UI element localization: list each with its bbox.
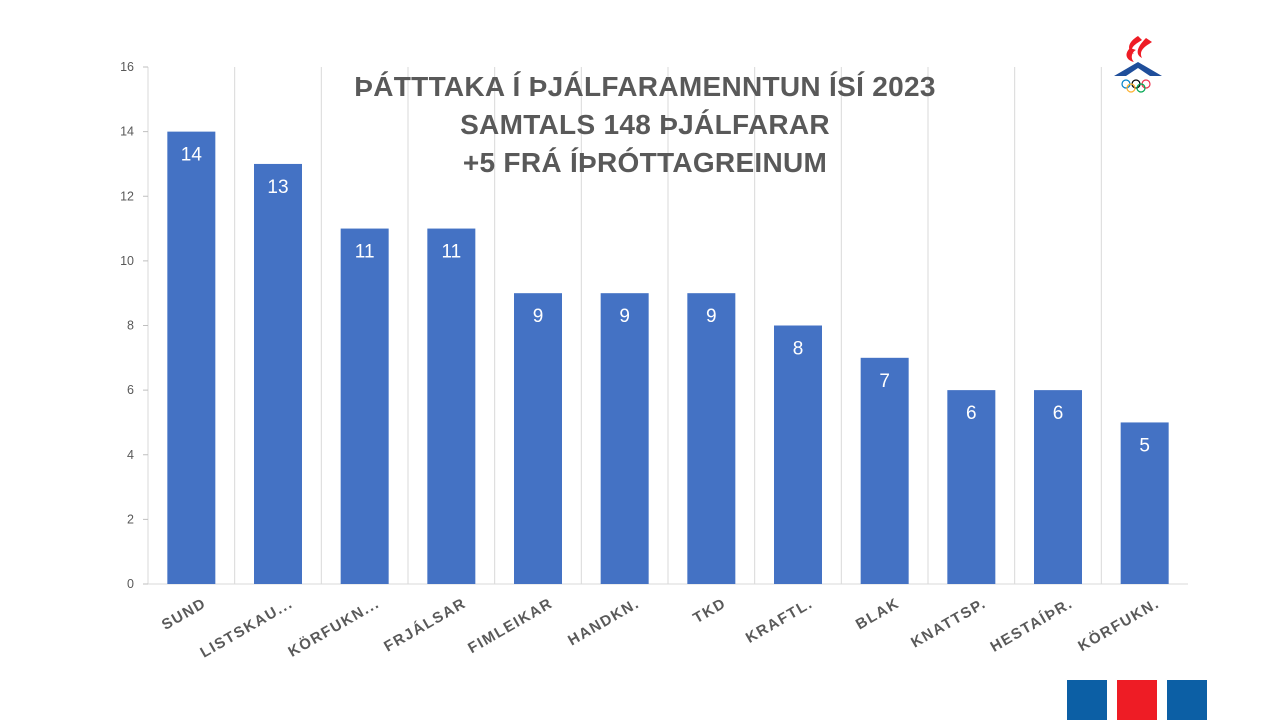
x-tick-label: SUND <box>159 595 210 634</box>
title-line-2: SAMTALS 148 ÞJÁLFARAR <box>460 109 830 140</box>
bar <box>947 390 996 584</box>
y-tick-label: 2 <box>127 512 134 526</box>
bar <box>340 228 389 584</box>
x-tick-label: KÖRFUKN... <box>285 595 382 661</box>
footer-decoration <box>1067 680 1207 720</box>
x-tick-label: KÖRFUKN. <box>1075 595 1162 655</box>
y-tick-label: 14 <box>120 125 134 139</box>
bar <box>167 131 216 584</box>
data-label: 9 <box>619 306 630 327</box>
bar <box>687 293 736 584</box>
y-tick-label: 12 <box>120 189 134 203</box>
y-tick-label: 4 <box>127 448 134 462</box>
data-label: 14 <box>181 145 203 166</box>
x-tick-label: HANDKN. <box>565 595 642 650</box>
data-label: 6 <box>1053 403 1064 424</box>
y-tick-label: 6 <box>127 383 134 397</box>
isi-olympic-logo-icon <box>1114 36 1162 93</box>
bar <box>860 357 909 584</box>
x-tick-label: FIMLEIKAR <box>465 595 556 657</box>
data-label: 11 <box>441 242 461 263</box>
footer-square-blue-left <box>1067 680 1107 720</box>
bar <box>774 325 822 584</box>
x-tick-label: KRAFTL. <box>743 595 816 647</box>
y-tick-label: 16 <box>120 60 134 74</box>
y-tick-label: 10 <box>120 254 134 268</box>
data-label: 5 <box>1139 435 1150 456</box>
y-tick-label: 8 <box>127 319 134 333</box>
bar <box>254 163 302 584</box>
data-label: 6 <box>966 403 977 424</box>
footer-square-blue-right <box>1167 680 1207 720</box>
data-label: 13 <box>267 177 288 198</box>
gridlines <box>234 67 1102 584</box>
bars: 14 13 11 11 9 9 9 8 7 6 6 5 <box>167 131 1169 584</box>
data-label: 9 <box>533 306 544 327</box>
bar <box>1120 422 1169 584</box>
x-tick-label: KNATTSP. <box>908 595 989 652</box>
bar <box>1034 390 1082 584</box>
bar <box>427 228 476 584</box>
bar <box>600 293 649 584</box>
x-tick-label: LISTSKAU... <box>197 595 296 662</box>
y-tick-label: 0 <box>127 577 134 591</box>
y-axis: 0 2 4 6 8 10 12 14 16 <box>120 60 1188 591</box>
data-label: 8 <box>793 339 804 360</box>
x-axis-labels: SUNDLISTSKAU...KÖRFUKN...FRJÁLSARFIMLEIK… <box>159 595 1163 662</box>
footer-square-red <box>1117 680 1157 720</box>
title-line-1: ÞÁTTTAKA Í ÞJÁLFARAMENNTUN ÍSÍ 2023 <box>354 71 936 102</box>
data-label: 7 <box>879 371 890 392</box>
data-label: 9 <box>706 306 717 327</box>
title-line-3: +5 FRÁ ÍÞRÓTTAGREINUM <box>462 147 828 178</box>
x-tick-label: FRJÁLSAR <box>381 595 469 656</box>
x-tick-label: BLAK <box>853 595 903 634</box>
bar <box>514 293 562 584</box>
data-label: 11 <box>355 242 375 263</box>
chart-title: ÞÁTTTAKA Í ÞJÁLFARAMENNTUN ÍSÍ 2023 SAMT… <box>295 68 995 182</box>
x-tick-label: TKD <box>690 595 729 627</box>
x-tick-label: HESTAÍÞR. <box>987 595 1076 656</box>
